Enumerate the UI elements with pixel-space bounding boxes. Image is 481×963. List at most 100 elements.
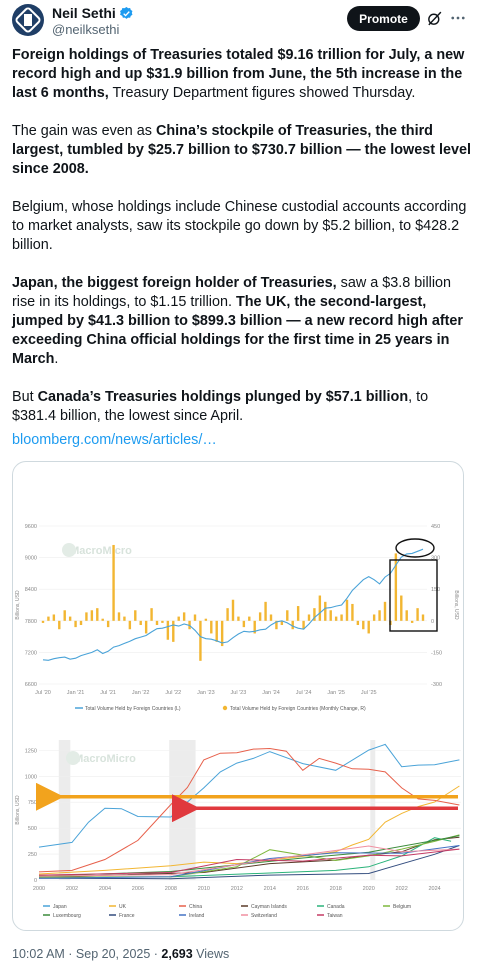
monthly-change-bar bbox=[378, 610, 381, 621]
tweet-text: Foreign holdings of Treasuries totaled $… bbox=[12, 46, 472, 445]
monthly-change-bar bbox=[383, 601, 387, 621]
watermark-logo-icon bbox=[66, 751, 80, 765]
text-run: But bbox=[12, 389, 38, 405]
annotation-box bbox=[389, 559, 438, 632]
x-tick-label: Jul '23 bbox=[231, 690, 247, 696]
monthly-change-bar bbox=[394, 553, 398, 621]
text-run: The gain was even as bbox=[12, 123, 156, 139]
monthly-change-bar bbox=[79, 620, 83, 626]
legend-label: Switzerland bbox=[251, 913, 277, 919]
monthly-change-bar bbox=[291, 620, 294, 630]
x-tick-label: Jan '25 bbox=[327, 690, 345, 696]
y-tick-label: 500 bbox=[28, 826, 37, 832]
monthly-change-bar bbox=[139, 620, 142, 626]
monthly-change-bar bbox=[199, 620, 202, 661]
tweet-paragraph: Belgium, whose holdings include Chinese … bbox=[12, 198, 472, 255]
monthly-change-bar bbox=[313, 608, 316, 621]
annotation-ellipse bbox=[395, 538, 435, 558]
monthly-change-bar bbox=[302, 620, 305, 630]
legend-label: Taiwan bbox=[327, 913, 343, 919]
monthly-change-bar bbox=[416, 608, 419, 621]
monthly-change-bar bbox=[329, 610, 332, 621]
tweet-paragraph: Japan, the biggest foreign holder of Tre… bbox=[12, 274, 472, 369]
monthly-change-bar bbox=[367, 620, 370, 634]
monthly-change-bar bbox=[264, 601, 267, 621]
legend-label: Total Volume Held by Foreign Countries (… bbox=[230, 706, 366, 712]
monthly-change-bar bbox=[41, 620, 45, 623]
views-label: Views bbox=[192, 947, 230, 961]
y-left-tick-label: 9600 bbox=[25, 524, 37, 530]
tweet-paragraph: Foreign holdings of Treasuries totaled $… bbox=[12, 46, 472, 103]
monthly-change-bar bbox=[112, 544, 115, 621]
legend-label: Total Volume Held by Foreign Countries (… bbox=[85, 706, 181, 712]
monthly-change-bar bbox=[324, 601, 327, 621]
series-line-taiwan bbox=[38, 848, 460, 876]
recession-shading bbox=[169, 740, 196, 880]
y-right-axis-label: Billions, USD bbox=[453, 590, 459, 620]
text-run: China’s stockpile of Treasuries, the thi… bbox=[12, 123, 472, 177]
x-tick-label: 2014 bbox=[264, 886, 276, 892]
author-handle[interactable]: @neilksethi bbox=[52, 22, 120, 37]
monthly-change-bar bbox=[340, 614, 343, 621]
more-options-icon[interactable] bbox=[449, 9, 467, 27]
monthly-change-bar bbox=[269, 614, 273, 621]
y-tick-label: 250 bbox=[28, 852, 37, 858]
y-left-tick-label: 6600 bbox=[25, 682, 37, 688]
monthly-change-bar bbox=[166, 620, 170, 640]
view-count: 2,693 bbox=[161, 947, 193, 961]
monthly-change-bar bbox=[128, 620, 132, 630]
timestamp[interactable]: 10:02 AM · Sep 20, 2025 · bbox=[12, 947, 162, 961]
author-name[interactable]: Neil Sethi bbox=[52, 5, 116, 21]
legend-label: Cayman Islands bbox=[251, 904, 287, 910]
monthly-change-bar bbox=[248, 616, 251, 621]
total-volume-line bbox=[42, 548, 424, 661]
legend-label: France bbox=[119, 913, 135, 919]
article-link[interactable]: bloomberg.com/news/articles/… bbox=[12, 432, 217, 448]
monthly-change-bar bbox=[356, 620, 360, 626]
chart-image[interactable]: 9600 9000 8400 7800 7200 6600 450 300 150 0 -150 -3… bbox=[12, 461, 464, 931]
monthly-change-bar bbox=[144, 620, 148, 634]
monthly-change-bar bbox=[63, 610, 66, 621]
y-left-tick-label: 7200 bbox=[25, 650, 37, 656]
tweet-header: Neil Sethi @neilksethi Promote bbox=[0, 0, 481, 40]
x-tick-label: 2018 bbox=[330, 886, 342, 892]
grok-icon[interactable] bbox=[426, 10, 443, 27]
x-tick-label: 2022 bbox=[396, 886, 408, 892]
legend-label: Ireland bbox=[189, 913, 205, 919]
monthly-change-bar bbox=[253, 620, 256, 634]
y-right-tick-label: 300 bbox=[431, 556, 440, 562]
monthly-change-bar bbox=[155, 620, 159, 626]
avatar[interactable] bbox=[12, 4, 44, 36]
legend-label: Japan bbox=[53, 904, 67, 910]
monthly-change-bar bbox=[106, 620, 110, 628]
monthly-change-bar bbox=[307, 614, 311, 621]
monthly-change-bar bbox=[161, 620, 164, 623]
y-right-tick-label: -300 bbox=[431, 682, 442, 688]
monthly-change-bar bbox=[52, 614, 56, 621]
y-left-tick-label: 8400 bbox=[25, 587, 37, 593]
monthly-change-bar bbox=[182, 612, 186, 621]
avatar-logo-inner bbox=[24, 14, 32, 26]
recession-shading bbox=[370, 740, 376, 880]
x-tick-label: 2008 bbox=[165, 886, 177, 892]
verified-badge-icon bbox=[119, 6, 133, 19]
monthly-change-bar bbox=[372, 614, 376, 621]
y-right-tick-label: 450 bbox=[431, 524, 440, 530]
legend-label: UK bbox=[119, 904, 127, 910]
monthly-change-bar bbox=[193, 614, 197, 621]
monthly-change-bar bbox=[101, 618, 104, 621]
text-run: Japan, the biggest foreign holder of Tre… bbox=[12, 275, 337, 291]
chart-svg: 9600 9000 8400 7800 7200 6600 450 300 150 0 -150 -3… bbox=[15, 524, 461, 919]
monthly-change-bar bbox=[74, 620, 77, 628]
monthly-change-bar bbox=[117, 612, 121, 621]
y-axis-label: Billions, USD bbox=[15, 795, 21, 825]
monthly-change-bar bbox=[58, 620, 61, 630]
promote-button[interactable]: Promote bbox=[347, 6, 420, 31]
series-line-canada bbox=[38, 837, 452, 878]
tweet-meta: 10:02 AM · Sep 20, 2025 · 2,693 Views bbox=[12, 947, 229, 961]
y-tick-label: 1000 bbox=[25, 774, 37, 780]
monthly-change-bar bbox=[405, 610, 408, 621]
watermark: MacroMicro bbox=[74, 753, 136, 765]
legend-label: Belgium bbox=[393, 904, 411, 910]
y-tick-label: 1250 bbox=[25, 748, 37, 754]
